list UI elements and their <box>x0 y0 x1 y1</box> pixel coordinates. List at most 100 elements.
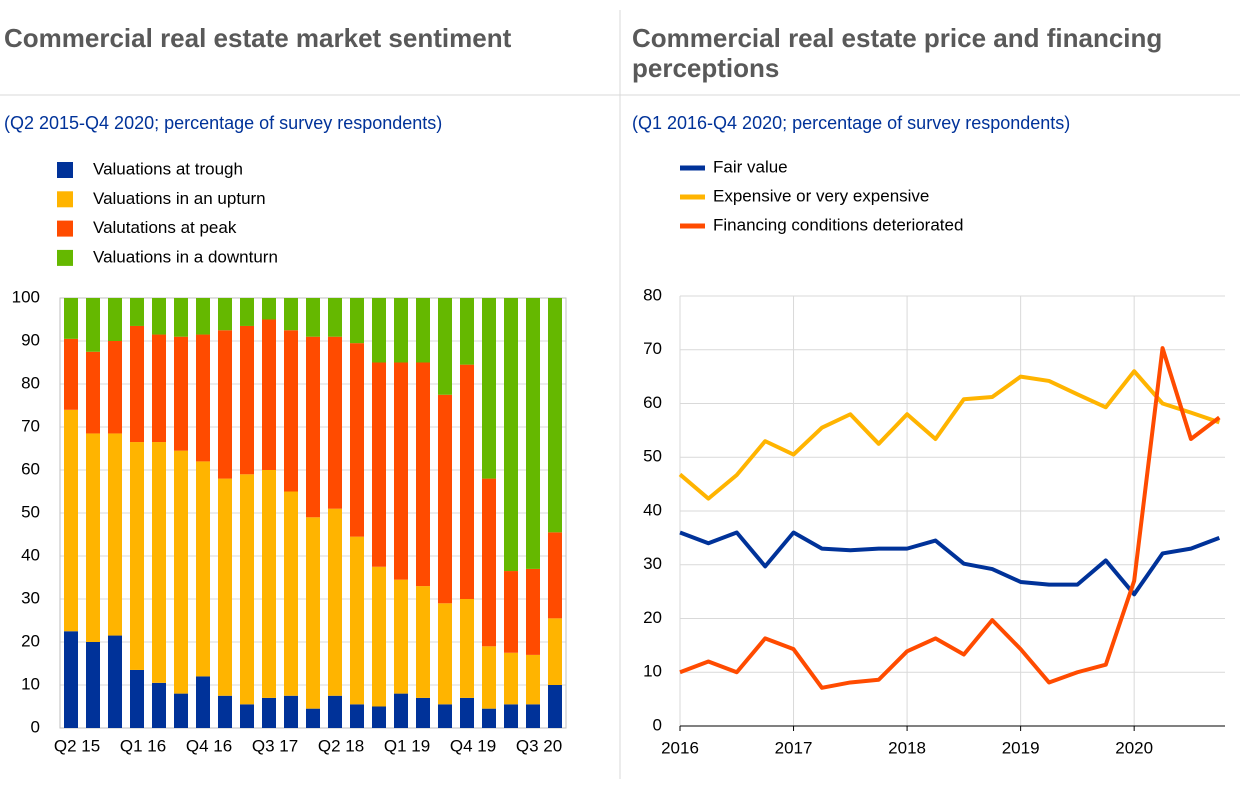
bar-segment <box>526 568 540 655</box>
y-tick-label: 0 <box>653 715 662 734</box>
y-tick-label: 60 <box>21 459 40 478</box>
chart-title: Commercial real estate price and financi… <box>632 23 1162 83</box>
bar-segment <box>504 571 518 653</box>
bar-segment <box>174 450 188 694</box>
bar-segment <box>460 599 474 698</box>
bar-segment <box>240 704 254 728</box>
bar-segment <box>394 693 408 728</box>
bar-segment <box>482 478 496 647</box>
bar-segment <box>328 695 342 728</box>
bar-segment <box>306 298 320 337</box>
bar-segment <box>262 298 276 320</box>
bar-segment <box>196 461 210 677</box>
y-tick-label: 80 <box>643 285 662 304</box>
bar-segment <box>394 579 408 694</box>
bar-segment <box>372 362 386 567</box>
x-tick-label: Q4 16 <box>186 736 232 755</box>
y-tick-label: 40 <box>21 545 40 564</box>
bar-segment <box>196 676 210 728</box>
legend-swatch <box>57 249 73 266</box>
x-tick-label: 2019 <box>1002 738 1040 757</box>
x-tick-label: 2018 <box>888 738 926 757</box>
bar-segment <box>372 706 386 728</box>
bar-segment <box>416 298 430 363</box>
bar-segment <box>130 442 144 670</box>
bar-segment <box>306 517 320 709</box>
bar-segment <box>174 336 188 451</box>
legend-label: Valuations at trough <box>93 159 243 178</box>
bar-segment <box>64 338 78 410</box>
bar-segment <box>306 708 320 728</box>
legend-swatch <box>57 162 73 178</box>
bar-segment <box>526 298 540 569</box>
bar-segment <box>438 603 452 705</box>
y-tick-label: 30 <box>643 554 662 573</box>
bar-segment <box>240 298 254 326</box>
bar-segment <box>284 695 298 728</box>
chart-title: Commercial real estate market sentiment <box>4 23 512 53</box>
bar-segment <box>548 298 562 533</box>
legend-label: Financing conditions deteriorated <box>713 215 963 234</box>
bar-segment <box>218 478 232 696</box>
x-tick-label: 2020 <box>1115 738 1153 757</box>
bar-segment <box>240 325 254 475</box>
bar-segment <box>526 654 540 705</box>
bar-segment <box>460 298 474 365</box>
bar-segment <box>328 298 342 337</box>
bar-segment <box>504 704 518 728</box>
x-tick-label: Q1 19 <box>384 736 430 755</box>
bar-segment <box>174 298 188 337</box>
bar-segment <box>416 697 430 728</box>
bar-segment <box>196 298 210 335</box>
legend-label: Expensive or very expensive <box>713 186 929 205</box>
y-tick-label: 60 <box>643 393 662 412</box>
bar-segment <box>240 474 254 705</box>
x-tick-label: Q2 15 <box>54 736 100 755</box>
chart-subtitle: (Q1 2016-Q4 2020; percentage of survey r… <box>632 113 1070 133</box>
bar-segment <box>526 704 540 728</box>
bar-segment <box>108 341 122 434</box>
bar-segment <box>64 631 78 728</box>
bar-segment <box>152 334 166 443</box>
bar-segment <box>130 298 144 326</box>
bar-segment <box>482 646 496 709</box>
bar-segment <box>262 470 276 698</box>
bar-segment <box>460 697 474 728</box>
bar-segment <box>64 298 78 339</box>
y-tick-label: 70 <box>21 416 40 435</box>
bar-segment <box>64 409 78 632</box>
line <box>678 369 1220 501</box>
bar-segment <box>372 566 386 707</box>
y-tick-label: 30 <box>21 588 40 607</box>
legend-label: Valuations in a downturn <box>93 247 278 266</box>
y-tick-label: 40 <box>643 500 662 519</box>
chart-subtitle: (Q2 2015-Q4 2020; percentage of survey r… <box>4 113 442 133</box>
bar-segment <box>504 652 518 705</box>
bar-segment <box>438 394 452 604</box>
bar-segment <box>438 704 452 728</box>
bar-segment <box>416 362 430 587</box>
x-tick-label: Q3 17 <box>252 736 298 755</box>
x-tick-label: 2016 <box>661 738 699 757</box>
bar-segment <box>174 693 188 728</box>
bar-segment <box>196 334 210 462</box>
bar-segment <box>548 618 562 685</box>
legend-swatch <box>57 220 73 237</box>
bar-segment <box>130 325 144 443</box>
y-tick-label: 50 <box>21 502 40 521</box>
y-tick-label: 100 <box>12 287 40 306</box>
bar-segment <box>152 298 166 335</box>
bar-segment <box>86 351 100 434</box>
bar-segment <box>218 330 232 479</box>
bar-segment <box>152 682 166 728</box>
bar-segment <box>284 491 298 696</box>
bar-segment <box>152 442 166 683</box>
bar-segment <box>504 298 518 572</box>
bar-segment <box>108 433 122 636</box>
y-tick-label: 10 <box>21 674 40 693</box>
bar-segment <box>306 336 320 518</box>
bar-segment <box>350 298 364 344</box>
bar-segment <box>394 298 408 363</box>
bar-segment <box>460 364 474 599</box>
bar-segment <box>284 330 298 492</box>
